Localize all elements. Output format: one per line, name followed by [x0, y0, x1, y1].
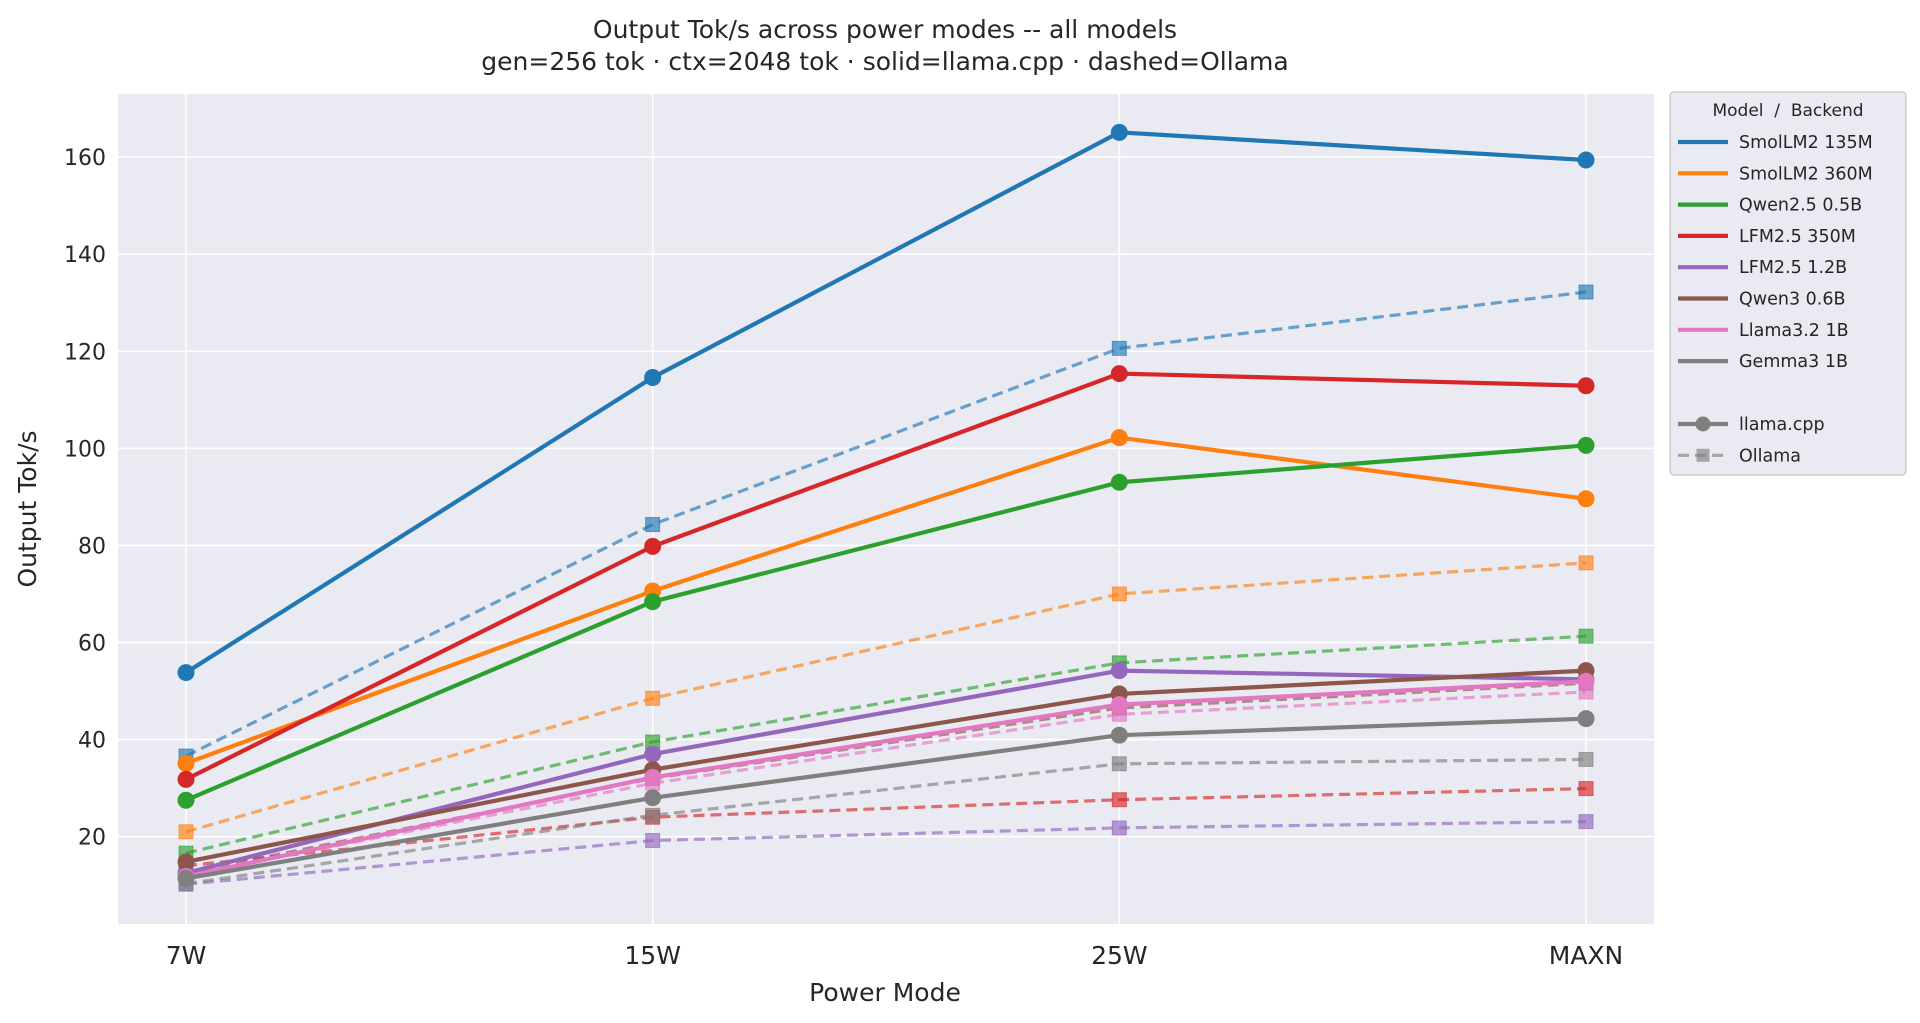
- llama-cpp-point-smollm2-360m: [1577, 490, 1595, 508]
- ollama-line-gemma3-1b: [185, 757, 1587, 886]
- legend-label-llama-cpp: llama.cpp: [1739, 415, 1825, 435]
- ollama-point-gemma3-1b: [645, 807, 661, 823]
- y-tick-label: 120: [64, 340, 106, 365]
- ollama-point-lfm2-5-350m: [1111, 792, 1127, 808]
- ollama-point-smollm2-135m: [1111, 340, 1127, 356]
- x-tick-label: MAXN: [1549, 941, 1624, 970]
- llama-cpp-point-smollm2-135m: [177, 664, 195, 682]
- llama-cpp-point-gemma3-1b: [1577, 710, 1595, 728]
- ollama-point-smollm2-135m: [645, 517, 661, 533]
- ollama-point-lfm2-5-350m: [1578, 781, 1594, 797]
- y-tick-label: 60: [78, 631, 106, 656]
- series-layer: [177, 123, 1595, 892]
- legend-label-gemma3-1b: Gemma3 1B: [1739, 352, 1848, 372]
- llama-cpp-point-smollm2-135m: [1110, 123, 1128, 141]
- ollama-line-llama3-2-1b: [185, 690, 1587, 878]
- llama-cpp-line-smollm2-360m: [185, 435, 1587, 766]
- legend-marker-llama-cpp: [1695, 416, 1711, 432]
- legend-frame: [1669, 91, 1907, 476]
- llama-cpp-point-qwen3-0-6b: [177, 853, 195, 871]
- llama-cpp-line-lfm2-5-1-2b: [185, 668, 1587, 876]
- llama-cpp-point-gemma3-1b: [644, 789, 662, 807]
- llama-cpp-point-lfm2-5-350m: [644, 537, 662, 555]
- legend-marker-ollama: [1696, 448, 1710, 462]
- ollama-line-smollm2-135m: [185, 290, 1587, 758]
- llama-cpp-point-llama3-2-1b: [1577, 672, 1595, 690]
- llama-cpp-line-lfm2-5-350m: [185, 371, 1587, 782]
- ollama-point-lfm2-5-1-2b: [1578, 814, 1594, 830]
- legend: Model / Backend SmolLM2 135M SmolLM2 360M…: [1669, 91, 1907, 476]
- legend-label-qwen2-5-0-5b: Qwen2.5 0.5B: [1739, 196, 1862, 216]
- legend-title: Model / Backend: [1712, 101, 1863, 121]
- legend-label-smollm2-360m: SmolLM2 360M: [1739, 164, 1873, 184]
- x-tick-label: 7W: [166, 941, 207, 970]
- llama-cpp-point-llama3-2-1b: [1110, 696, 1128, 714]
- ollama-point-smollm2-360m: [178, 824, 194, 840]
- ollama-line-lfm2-5-1-2b: [185, 819, 1587, 886]
- llama-cpp-point-lfm2-5-350m: [1577, 377, 1595, 395]
- ollama-point-smollm2-135m: [1578, 284, 1594, 300]
- y-tick-label: 140: [64, 243, 106, 268]
- llama-cpp-point-smollm2-360m: [177, 754, 195, 772]
- ollama-point-smollm2-360m: [645, 690, 661, 706]
- y-axis-label: Output Tok/s: [13, 430, 42, 587]
- llama-cpp-point-gemma3-1b: [177, 869, 195, 887]
- y-tick-label: 20: [78, 826, 106, 851]
- ollama-point-gemma3-1b: [1111, 756, 1127, 772]
- legend-label-lfm2-5-350m: LFM2.5 350M: [1739, 227, 1856, 247]
- llama-cpp-line-llama3-2-1b: [185, 679, 1587, 879]
- ollama-line-lfm2-5-350m: [185, 786, 1587, 868]
- ollama-point-gemma3-1b: [1578, 751, 1594, 767]
- ollama-line-smollm2-360m: [185, 561, 1587, 834]
- ollama-point-qwen2-5-0-5b: [1578, 628, 1594, 644]
- ollama-point-smollm2-360m: [1578, 555, 1594, 571]
- legend-label-ollama: Ollama: [1739, 446, 1801, 466]
- x-tick-label: 25W: [1091, 941, 1148, 970]
- llama-cpp-point-llama3-2-1b: [644, 768, 662, 786]
- llama-cpp-line-gemma3-1b: [185, 716, 1587, 881]
- llama-cpp-point-lfm2-5-350m: [1110, 365, 1128, 383]
- ollama-line-qwen2-5-0-5b: [185, 634, 1587, 855]
- llama-cpp-point-qwen2-5-0-5b: [1110, 473, 1128, 491]
- llama-cpp-line-smollm2-135m: [184, 130, 1587, 675]
- y-tick-label: 160: [64, 146, 106, 171]
- llama-cpp-point-smollm2-135m: [644, 368, 662, 386]
- legend-items: SmolLM2 135M SmolLM2 360M Qwen2.5 0.5B LFM2…: [1678, 133, 1873, 466]
- llama-cpp-point-qwen2-5-0-5b: [1577, 436, 1595, 454]
- legend-label-smollm2-135m: SmolLM2 135M: [1739, 133, 1873, 153]
- llama-cpp-point-lfm2-5-1-2b: [644, 745, 662, 763]
- chart-title: Output Tok/s across power modes -- all m…: [593, 15, 1177, 44]
- llama-cpp-point-smollm2-360m: [1110, 429, 1128, 447]
- x-tick-label: 15W: [624, 941, 681, 970]
- y-tick-label: 80: [78, 534, 106, 559]
- legend-label-lfm2-5-1-2b: LFM2.5 1.2B: [1739, 258, 1847, 278]
- ollama-point-lfm2-5-1-2b: [1111, 820, 1127, 836]
- x-axis-ticks: 7W 15W 25W MAXN: [166, 941, 1624, 970]
- llama-cpp-line-qwen3-0-6b: [185, 668, 1587, 864]
- plot-area: [118, 94, 1654, 924]
- y-axis-ticks: 20 40 60 80 100 120 140 160: [64, 146, 106, 851]
- ollama-point-smollm2-360m: [1111, 586, 1127, 602]
- y-tick-label: 100: [64, 437, 106, 462]
- llama-cpp-point-gemma3-1b: [1110, 726, 1128, 744]
- y-tick-label: 40: [78, 729, 106, 754]
- llama-cpp-point-qwen2-5-0-5b: [644, 593, 662, 611]
- legend-label-qwen3-0-6b: Qwen3 0.6B: [1739, 290, 1845, 310]
- legend-label-llama3-2-1b: Llama3.2 1B: [1739, 321, 1849, 341]
- llama-cpp-line-qwen2-5-0-5b: [185, 443, 1587, 803]
- llama-cpp-point-qwen2-5-0-5b: [177, 791, 195, 809]
- llama-cpp-point-smollm2-135m: [1577, 151, 1595, 169]
- x-axis-label: Power Mode: [809, 978, 961, 1007]
- ollama-point-lfm2-5-1-2b: [645, 833, 661, 849]
- llama-cpp-point-lfm2-5-350m: [177, 770, 195, 788]
- chart-subtitle: gen=256 tok · ctx=2048 tok · solid=llama…: [481, 47, 1288, 76]
- llama-cpp-point-lfm2-5-1-2b: [1110, 662, 1128, 680]
